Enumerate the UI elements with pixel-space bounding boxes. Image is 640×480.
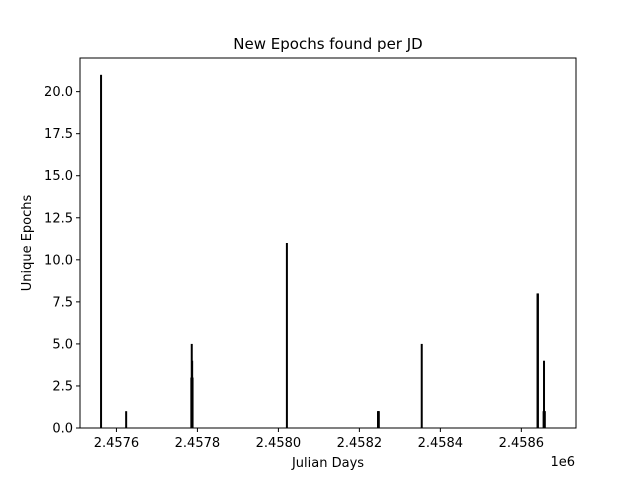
bars-layer	[100, 74, 546, 428]
bar-1	[125, 411, 128, 428]
y-axis-ticks: 0.0 2.5 5.0 7.5 10.0 12.5 15.0 17.5 20.0	[44, 85, 80, 437]
y-tick-label: 10.0	[44, 253, 73, 268]
y-tick-label: 17.5	[44, 127, 73, 142]
bar-12	[536, 293, 539, 428]
bar-9	[377, 411, 380, 428]
y-tick-label: 20.0	[44, 85, 73, 100]
bar-6	[285, 243, 288, 428]
y-tick-label: 0.0	[52, 422, 73, 437]
bar-0	[100, 74, 103, 428]
y-tick-label: 12.5	[44, 211, 73, 226]
x-axis-label: Julian Days	[291, 456, 364, 471]
y-tick-label: 7.5	[52, 295, 73, 310]
x-tick-label: 2.4578	[175, 436, 221, 451]
x-tick-label: 2.4576	[94, 436, 140, 451]
chart-title: New Epochs found per JD	[233, 35, 422, 53]
bar-14	[543, 360, 546, 428]
bar-10	[420, 343, 423, 428]
y-tick-label: 5.0	[52, 337, 73, 352]
y-tick-label: 2.5	[52, 379, 73, 394]
bar-16	[543, 411, 546, 428]
y-tick-label: 15.0	[44, 169, 73, 184]
x-tick-label: 2.4586	[499, 436, 545, 451]
x-offset-label: 1e6	[550, 455, 575, 470]
bar-5	[191, 377, 194, 428]
y-axis-label: Unique Epochs	[20, 194, 35, 291]
plot-frame	[79, 57, 577, 429]
x-tick-label: 2.4580	[256, 436, 302, 451]
x-tick-label: 2.4584	[418, 436, 464, 451]
x-axis-ticks: 2.4576 2.4578 2.4580 2.4582 2.4584 2.4586	[94, 428, 544, 451]
x-tick-label: 2.4582	[337, 436, 383, 451]
